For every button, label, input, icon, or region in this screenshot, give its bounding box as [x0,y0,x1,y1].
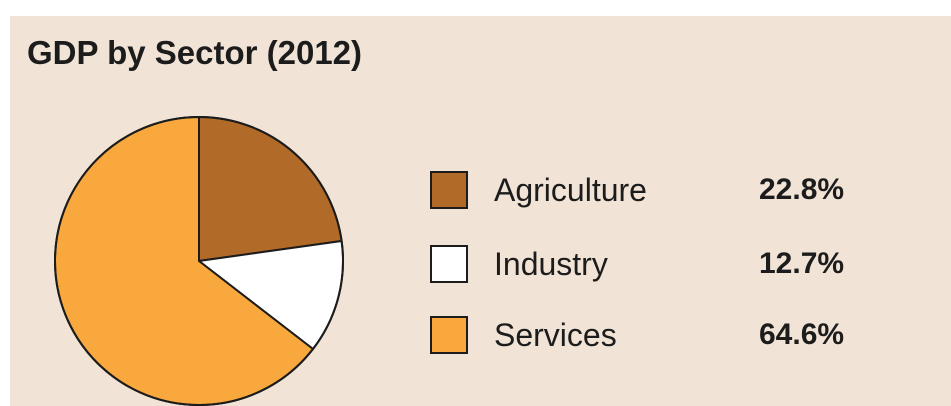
chart-title: GDP by Sector (2012) [27,34,363,71]
legend-value-services: 64.6% [759,318,845,351]
legend-item-industry: Industry 12.7% [430,245,890,287]
legend-swatch-industry [430,245,468,283]
legend-swatch-services [430,316,468,354]
legend-label-agriculture: Agriculture [494,172,647,208]
legend-value-agriculture: 22.8% [759,173,845,206]
legend-swatch-agriculture [430,171,468,209]
legend-label-industry: Industry [494,246,608,282]
pie-slices [54,116,344,406]
legend-value-industry: 12.7% [759,247,845,280]
legend-label-services: Services [494,317,617,353]
legend-item-services: Services 64.6% [430,316,890,358]
legend-item-agriculture: Agriculture 22.8% [430,171,890,213]
pie-slice-agriculture [198,116,343,262]
pie-outline [54,116,344,406]
